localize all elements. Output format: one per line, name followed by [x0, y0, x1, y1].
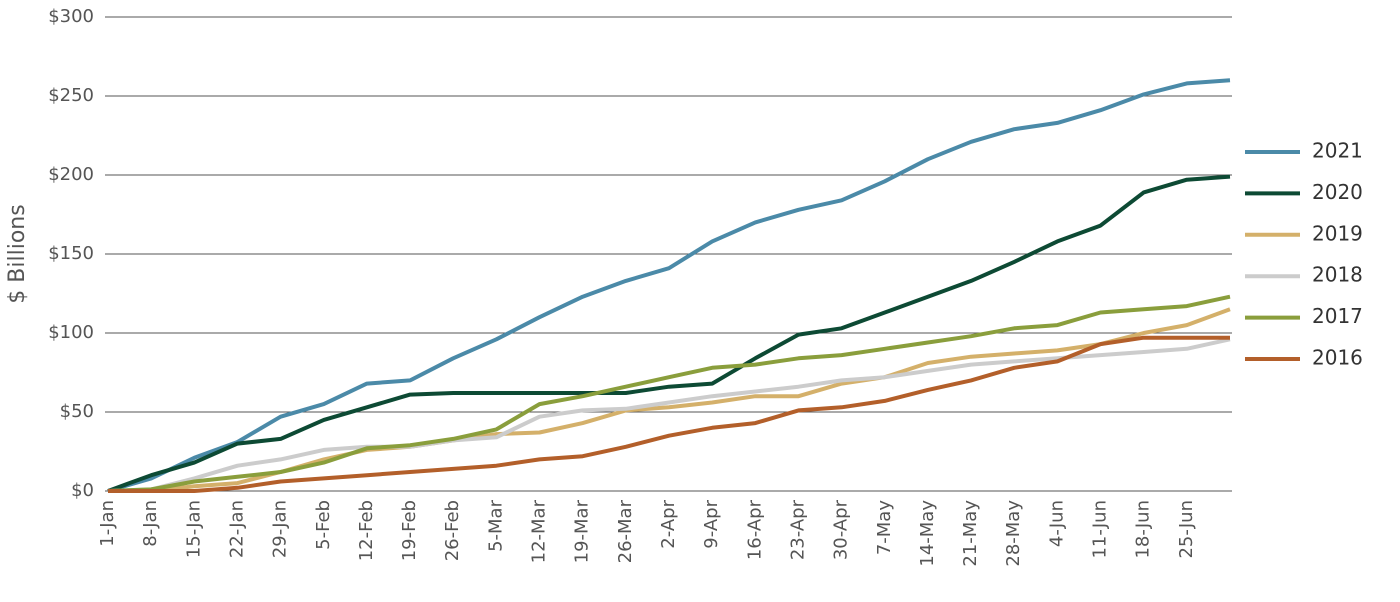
- x-tick-label: 29-Jan: [270, 500, 291, 558]
- x-tick-label: 5-Mar: [485, 499, 506, 552]
- x-tick-label: 12-Mar: [529, 499, 550, 563]
- x-tick-label: 22-Jan: [226, 500, 247, 558]
- legend-label: 2016: [1312, 346, 1363, 370]
- x-tick-label: 12-Feb: [356, 500, 377, 561]
- x-tick-label: 26-Mar: [615, 499, 636, 563]
- x-tick-label: 21-May: [960, 500, 981, 567]
- x-tick-label: 16-Apr: [744, 499, 765, 560]
- series-line: [107, 337, 1231, 493]
- y-tick-label: $300: [48, 6, 94, 27]
- y-tick-label: $0: [71, 480, 94, 501]
- y-axis-label: $ Billions: [5, 204, 30, 303]
- x-tick-label: 19-Mar: [572, 499, 593, 563]
- y-tick-label: $50: [60, 401, 94, 422]
- series-line: [108, 307, 1231, 493]
- legend-label: 2020: [1312, 180, 1363, 204]
- x-tick-label: 25-Jun: [1176, 500, 1197, 559]
- x-tick-label: 9-Apr: [701, 499, 722, 548]
- series-line: [107, 174, 1231, 493]
- x-tick-label: 7-May: [874, 500, 895, 556]
- x-tick-label: 18-Jun: [1133, 500, 1154, 559]
- x-tick-label: 23-Apr: [787, 499, 808, 560]
- x-tick-label: 15-Jan: [183, 500, 204, 558]
- x-tick-label: 26-Feb: [442, 500, 463, 561]
- legend-label: 2019: [1312, 221, 1363, 245]
- series-line: [107, 78, 1231, 493]
- y-tick-label: $200: [48, 164, 94, 185]
- y-tick-label: $150: [48, 243, 94, 264]
- x-tick-label: 2-Apr: [658, 499, 679, 548]
- x-tick-label: 11-Jun: [1090, 500, 1111, 559]
- x-tick-label: 14-May: [917, 500, 938, 567]
- legend-label: 2017: [1312, 304, 1363, 328]
- x-tick-label: 30-Apr: [831, 499, 852, 560]
- series-line: [108, 335, 1230, 493]
- x-tick-label: 19-Feb: [399, 500, 420, 561]
- x-tick-label: 5-Feb: [313, 500, 334, 550]
- legend-label: 2021: [1312, 139, 1363, 163]
- x-tick-label: 4-Jun: [1046, 500, 1067, 547]
- y-tick-label: $100: [48, 322, 94, 343]
- series-line: [107, 294, 1231, 493]
- x-tick-label: 1-Jan: [97, 500, 118, 547]
- x-tick-label: 28-May: [1003, 500, 1024, 567]
- y-tick-label: $250: [48, 85, 94, 106]
- x-tick-label: 8-Jan: [140, 500, 161, 547]
- legend-label: 2018: [1312, 263, 1363, 287]
